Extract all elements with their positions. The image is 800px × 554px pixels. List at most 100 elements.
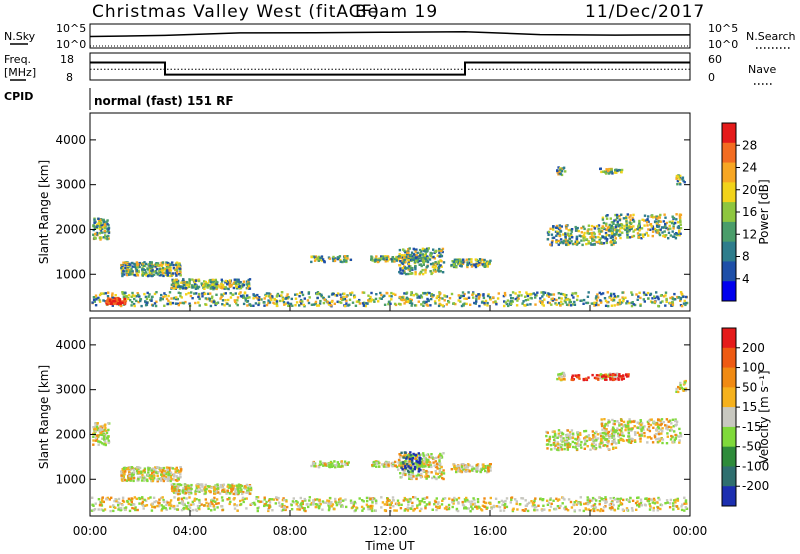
- velocity-cell: [210, 509, 213, 512]
- velocity-cell: [371, 504, 374, 508]
- velocity-cell: [328, 464, 331, 467]
- power-cell: [176, 297, 179, 301]
- power-cell: [166, 271, 169, 275]
- power-cell: [107, 226, 111, 230]
- power-cell: [229, 296, 233, 299]
- velocity-cell: [666, 428, 669, 431]
- power-cell: [434, 261, 437, 264]
- power-cell: [133, 297, 136, 301]
- velocity-cell: [150, 468, 153, 471]
- power-cell: [322, 301, 326, 305]
- power-cell: [303, 297, 306, 300]
- power-cell: [624, 296, 627, 299]
- power-cell: [205, 297, 209, 301]
- power-cell: [650, 215, 653, 218]
- power-cell: [624, 228, 627, 232]
- power-cell: [167, 263, 170, 267]
- power-cell: [358, 302, 362, 305]
- power-cell: [613, 233, 616, 237]
- velocity-cell: [476, 507, 479, 510]
- power-cell: [438, 251, 441, 254]
- power-cell: [392, 258, 395, 261]
- velocity-cell: [162, 505, 165, 508]
- power-cell: [582, 239, 586, 242]
- power-cell: [595, 240, 598, 244]
- velocity-cell: [453, 496, 456, 500]
- velocity-cell: [600, 424, 604, 427]
- velocity-cell: [240, 484, 244, 488]
- power-cell: [179, 292, 182, 295]
- power-cell: [124, 296, 127, 299]
- velocity-cell: [587, 497, 590, 501]
- power-cell: [555, 303, 558, 306]
- power-cell: [290, 297, 293, 301]
- power-cell: [590, 224, 594, 228]
- power-cell: [214, 280, 218, 284]
- power-cell: [204, 280, 207, 284]
- nsearch-label: N.Search: [746, 30, 796, 43]
- velocity-cell: [679, 433, 683, 436]
- velocity-cell: [617, 434, 620, 438]
- velocity-cell: [196, 483, 199, 486]
- velocity-cell: [464, 500, 467, 503]
- velocity-cell: [666, 435, 669, 438]
- velocity-cell: [157, 505, 161, 508]
- power-cell: [100, 231, 104, 234]
- velocity-cell: [320, 462, 323, 466]
- power-cell: [593, 243, 596, 246]
- velocity-cell: [175, 467, 178, 471]
- velocity-cell: [131, 503, 134, 506]
- velocity-cell: [390, 464, 393, 467]
- power-cell: [104, 237, 107, 240]
- velocity-cell: [332, 464, 336, 468]
- power-cell: [618, 230, 622, 233]
- power-cell: [610, 170, 613, 174]
- power-cell: [125, 295, 128, 298]
- velocity-cell: [657, 437, 660, 441]
- velocity-cell: [102, 432, 105, 436]
- power-cell: [601, 225, 604, 228]
- velocity-cell: [658, 439, 661, 443]
- velocity-cell: [187, 507, 191, 511]
- power-cell: [657, 296, 660, 299]
- power-cell: [394, 293, 397, 296]
- power-cell: [136, 274, 140, 277]
- velocity-cell: [98, 430, 101, 433]
- power-cell: [99, 225, 102, 228]
- velocity-cell: [611, 501, 614, 505]
- power-cell: [439, 270, 442, 273]
- power-cell: [164, 295, 167, 298]
- power-cell: [599, 241, 603, 244]
- velocity-cell: [626, 421, 630, 425]
- velocity-cell: [467, 463, 470, 467]
- power-cell: [418, 272, 421, 276]
- power-cell: [174, 272, 177, 275]
- velocity-cell: [411, 471, 414, 474]
- velocity-cell: [664, 424, 667, 427]
- velocity-cell: [571, 445, 575, 449]
- power-cell: [223, 287, 226, 290]
- velocity-cell: [601, 435, 605, 438]
- power-cell: [342, 298, 345, 301]
- power-cell: [131, 261, 134, 265]
- power-cell: [409, 272, 412, 275]
- velocity-cell: [170, 504, 173, 507]
- velocity-cell: [301, 500, 304, 503]
- power-cell: [91, 301, 94, 304]
- power-cell: [542, 293, 545, 296]
- power-cell: [145, 297, 149, 301]
- velocity-cell: [423, 463, 426, 467]
- power-cell: [203, 287, 206, 290]
- velocity-cell: [607, 419, 610, 422]
- power-cell: [657, 297, 660, 301]
- power-cell: [103, 224, 107, 227]
- power-cell: [411, 272, 414, 275]
- power-cell: [424, 271, 427, 274]
- power-cell: [420, 264, 423, 268]
- velocity-cell: [679, 435, 683, 438]
- velocity-cell: [337, 465, 340, 468]
- power-cell: [654, 296, 657, 300]
- power-cell: [283, 303, 286, 306]
- power-cell: [466, 261, 469, 264]
- power-cell: [569, 304, 573, 307]
